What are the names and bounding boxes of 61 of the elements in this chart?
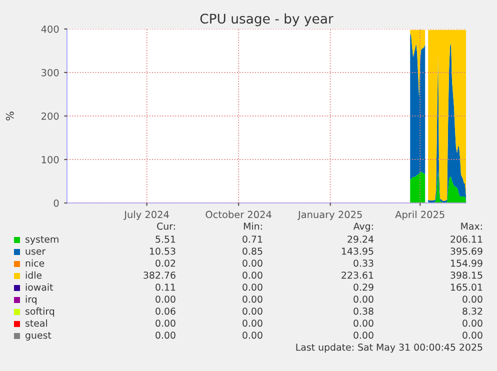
legend-label: iowait [26, 283, 54, 291]
text: 0.00 [462, 332, 482, 339]
text: Avg: [353, 222, 373, 232]
text: 0.85 [242, 248, 262, 255]
legend-label: user [26, 249, 46, 255]
text: Cur: [157, 222, 175, 230]
x-tick-label: April 2025 [395, 210, 444, 220]
text: 0.06 [156, 308, 176, 315]
text: 0.02 [156, 260, 176, 267]
text: 398.15 [450, 272, 482, 279]
text: 0.00 [242, 260, 262, 267]
x-tick-label: October 2024 [206, 210, 272, 218]
text: 0.00 [242, 308, 262, 315]
text: Min: [244, 222, 262, 230]
y-tick-label: 100 [42, 156, 59, 164]
legend-label: system [26, 236, 58, 245]
text: 0.00 [242, 320, 262, 327]
y-tick-label: 400 [41, 25, 59, 33]
legend-label: idle [26, 271, 42, 279]
text: 0.00 [354, 296, 374, 303]
text: 0.00 [242, 332, 262, 339]
text: 0.00 [242, 272, 262, 279]
legend-label: steal [26, 319, 47, 327]
text: 0.00 [462, 296, 482, 303]
chart-title: CPU usage - by year [200, 13, 334, 26]
text: 0.71 [242, 236, 262, 243]
y-tick-label: 200 [42, 112, 59, 120]
text: 206.11 [450, 236, 482, 243]
text: 0.00 [242, 284, 262, 291]
text: 223.61 [342, 272, 374, 279]
legend-label: guest [26, 332, 52, 341]
text: 0.00 [156, 332, 176, 339]
x-tick-label: July 2024 [124, 210, 169, 220]
text: Last update: Sat May 31 00:00:45 2025 [296, 343, 482, 353]
text: 5.51 [156, 236, 176, 243]
text: 0.00 [242, 296, 262, 303]
text: 143.95 [342, 248, 374, 255]
x-tick-label: January 2025 [297, 210, 362, 220]
text: 154.99 [450, 260, 482, 267]
text: 0.00 [354, 332, 374, 339]
text: 0.33 [354, 260, 374, 267]
text: 0.00 [156, 296, 176, 303]
y-tick-label: 300 [42, 68, 59, 76]
text: 0.38 [354, 308, 374, 315]
text: 10.53 [150, 248, 176, 255]
text: 0.00 [156, 320, 176, 327]
legend-label: nice [26, 259, 44, 267]
text: 8.32 [462, 308, 482, 315]
y-axis-title: % [6, 112, 14, 120]
text: 0.29 [354, 284, 374, 291]
text: 0.00 [462, 320, 482, 327]
text: 0.11 [156, 284, 176, 291]
text: 0.00 [354, 320, 374, 327]
text: 395.69 [450, 248, 482, 255]
legend-label: irq [26, 295, 36, 305]
text: Max: [461, 222, 482, 230]
text: 382.76 [144, 272, 176, 279]
y-tick-label: 0 [54, 199, 59, 207]
text: 165.01 [450, 284, 482, 291]
legend-label: softirq [26, 307, 54, 317]
text: 29.24 [348, 236, 374, 243]
